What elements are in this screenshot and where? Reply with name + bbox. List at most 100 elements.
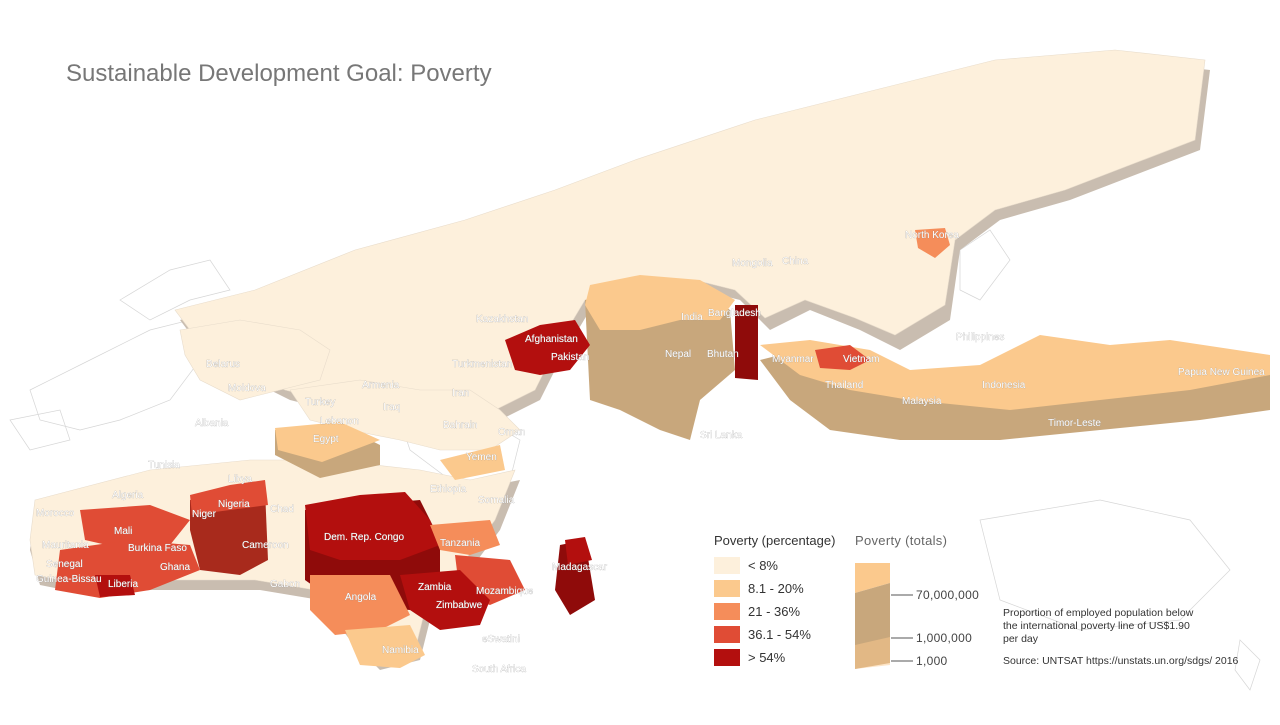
legend-percentage: Poverty (percentage) < 8% 8.1 - 20% 21 -…: [714, 533, 835, 669]
afghanistan-shape: [505, 320, 590, 375]
label-afghanistan: Afghanistan: [525, 334, 578, 345]
legend-item: 8.1 - 20%: [714, 577, 835, 600]
label-mali: Mali: [114, 526, 132, 537]
label-kazakhstan: Kazakhstan: [476, 314, 528, 325]
label-belarus: Belarus: [206, 359, 240, 370]
label-vietnam: Vietnam: [843, 354, 880, 365]
namibia-shape: [345, 625, 425, 668]
label-tunisia: Tunisia: [148, 460, 180, 471]
label-egypt: Egypt: [313, 434, 339, 445]
label-yemen: Yemen: [466, 452, 497, 463]
label-bahrain: Bahrain: [443, 420, 477, 431]
zambia-zimbabwe-shape: [400, 570, 490, 630]
label-malaysia: Malaysia: [902, 396, 942, 407]
label-somalia: Somalia: [478, 495, 515, 506]
label-iran: Iran: [452, 388, 469, 399]
legend-item: 21 - 36%: [714, 600, 835, 623]
south-asia: [505, 228, 1270, 440]
egypt-top: [275, 422, 380, 462]
legend-item: 36.1 - 54%: [714, 623, 835, 646]
label-chad: Chad: [270, 504, 294, 515]
label-north-korea: North Korea: [905, 230, 959, 241]
label-liberia: Liberia: [108, 579, 138, 590]
label-lebanon: Lebanon: [320, 416, 359, 427]
legend-label: 21 - 36%: [748, 604, 801, 619]
legend-label: > 54%: [748, 650, 786, 665]
country-labels: North Korea Mongolia China Kazakhstan In…: [36, 230, 1266, 675]
vietnam-shape: [815, 345, 870, 370]
label-philippines: Philippines: [956, 332, 1004, 343]
label-mozambique: Mozambique: [476, 586, 534, 597]
label-tanzania: Tanzania: [440, 538, 480, 549]
map-source: Source: UNTSAT https://unstats.un.org/sd…: [1003, 655, 1239, 667]
africa: [29, 422, 595, 670]
niger-nigeria-top: [190, 480, 268, 515]
label-mauritania: Mauritania: [42, 540, 89, 551]
totals-tick-1k: 1,000: [916, 654, 948, 668]
india-top: [585, 275, 735, 330]
label-algeria: Algeria: [112, 490, 144, 501]
label-indonesia: Indonesia: [982, 380, 1026, 391]
label-niger: Niger: [192, 509, 217, 520]
west-africa-shape: [55, 540, 200, 598]
label-bangladesh: Bangladesh: [708, 308, 761, 319]
label-senegal: Senegal: [46, 559, 83, 570]
label-zimbabwe: Zimbabwe: [436, 600, 483, 611]
se-asia-top: [760, 335, 1270, 410]
totals-bar-glyph: [855, 563, 913, 669]
label-angola: Angola: [345, 592, 377, 603]
label-gabon: Gabon: [270, 579, 300, 590]
label-eswatini: eSwatini: [482, 634, 520, 645]
legend-label: 8.1 - 20%: [748, 581, 804, 596]
label-dem-rep-congo: Dem. Rep. Congo: [324, 532, 404, 543]
label-pakistan: Pakistan: [551, 352, 589, 363]
north-korea-shape: [915, 228, 950, 258]
label-china: China: [782, 256, 809, 267]
legend-totals-title: Poverty (totals): [855, 533, 948, 548]
label-armenia: Armenia: [362, 380, 400, 391]
bangladesh-extrusion: [735, 305, 758, 380]
label-zambia: Zambia: [418, 582, 452, 593]
label-mongolia: Mongolia: [732, 258, 773, 269]
scandinavia-outline: [119, 259, 231, 321]
legend-totals: Poverty (totals) 70,000,000 1,000,000 1,…: [855, 533, 1005, 673]
label-morocco: Morocco: [36, 508, 75, 519]
label-moldova: Moldova: [228, 383, 266, 394]
label-thailand: Thailand: [825, 380, 863, 391]
label-papua-new-guinea: Papua New Guinea: [1178, 367, 1265, 378]
label-timor-leste: Timor-Leste: [1048, 418, 1101, 429]
label-burkina-faso: Burkina Faso: [128, 543, 187, 554]
liberia-shape: [95, 575, 135, 597]
label-madagascar: Madagascar: [552, 562, 608, 573]
legend-swatch-21-36: [714, 603, 740, 620]
label-guinea-bissau: Guinea-Bissau: [36, 574, 102, 585]
legend-swatch-8-20: [714, 580, 740, 597]
tanzania-shape: [430, 520, 500, 555]
australia-outline: [979, 499, 1231, 631]
legend-swatch-36-54: [714, 626, 740, 643]
label-ethiopia: Ethiopia: [430, 484, 467, 495]
label-iraq: Iraq: [383, 402, 400, 413]
nz-outline: [1234, 639, 1261, 691]
legend-swatch-gt54: [714, 649, 740, 666]
iberia-outline: [9, 409, 71, 451]
legend-swatch-lt8: [714, 557, 740, 574]
label-sri-lanka: Sri Lanka: [700, 430, 743, 441]
label-turkmenistan: Turkmenistan: [452, 359, 512, 370]
legend-label: < 8%: [748, 558, 778, 573]
legend-item: < 8%: [714, 554, 835, 577]
japan-outline: [959, 229, 1011, 301]
madagascar-top: [565, 537, 592, 565]
eurasia-base: [174, 49, 1210, 451]
label-nigeria: Nigeria: [218, 499, 250, 510]
drc-top: [305, 492, 440, 560]
label-libya: Libya: [228, 474, 252, 485]
label-nepal: Nepal: [665, 349, 691, 360]
totals-tick-1m: 1,000,000: [916, 631, 973, 645]
label-turkey: Turkey: [305, 397, 335, 408]
legend-label: 36.1 - 54%: [748, 627, 811, 642]
totals-tick-70m: 70,000,000: [916, 588, 980, 602]
legend-percentage-title: Poverty (percentage): [714, 533, 836, 548]
